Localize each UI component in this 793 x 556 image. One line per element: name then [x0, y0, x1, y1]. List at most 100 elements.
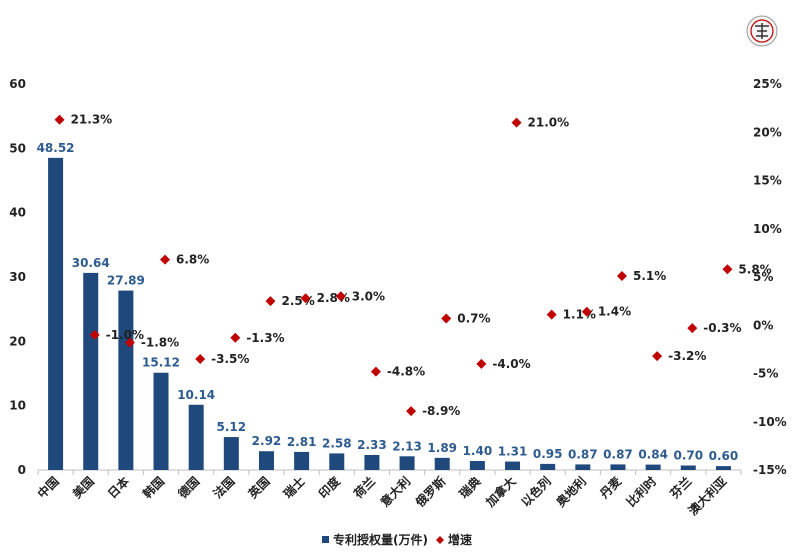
growth-value-label: 0.7% [457, 311, 490, 325]
growth-marker [265, 296, 276, 307]
growth-value-label: -3.2% [668, 349, 706, 363]
bar-value-label: 2.92 [252, 434, 282, 448]
growth-marker [230, 332, 241, 343]
bar-value-label: 0.87 [568, 447, 598, 461]
bars: 48.52 30.64 27.89 15.12 10.14 5.12 2.92 2.81 2.5… [37, 141, 739, 470]
bar [505, 461, 521, 470]
bar-value-label: 2.33 [357, 438, 387, 452]
y-left-tick-label: 20 [9, 334, 26, 348]
bar-value-label: 2.13 [392, 439, 422, 453]
growth-value-label: -1.0% [106, 328, 144, 342]
bar-value-label: 0.70 [673, 448, 703, 462]
growth-marker [722, 264, 733, 275]
x-category-label: 以色列 [518, 474, 554, 510]
bar [364, 455, 380, 470]
growth-value-label: -1.3% [246, 331, 284, 345]
bar [118, 290, 134, 470]
growth-marker [546, 309, 557, 320]
growth-value-label: 21.3% [71, 113, 113, 127]
growth-value-label: 5.1% [633, 269, 666, 283]
legend-label: 增速 [448, 532, 472, 547]
growth-markers: 21.3% -1.0%-1.8% 6.8% -3.5% -1.3% 2.5% 2.8% 3.0… [54, 113, 772, 418]
bar [469, 460, 485, 470]
bar [223, 437, 239, 470]
x-category-label: 奥地利 [553, 474, 589, 510]
bar [188, 404, 204, 470]
bar-value-label: 15.12 [142, 356, 180, 370]
y-left-tick-label: 30 [9, 270, 26, 284]
y-right-tick-label: -15% [753, 463, 787, 477]
bar [540, 463, 556, 470]
growth-marker [300, 293, 311, 304]
x-category-label: 瑞典 [456, 474, 484, 502]
growth-marker [441, 313, 452, 324]
y-left-tick-label: 0 [18, 463, 26, 477]
growth-value-label: -8.9% [422, 404, 460, 418]
growth-marker [160, 254, 171, 265]
y-right-tick-label: 0% [753, 318, 773, 332]
growth-marker [476, 358, 487, 369]
x-category-label: 印度 [315, 473, 343, 501]
watermark-logo-icon [746, 15, 778, 47]
bar [153, 372, 169, 470]
growth-marker [687, 323, 698, 334]
bar [48, 157, 64, 470]
growth-value-label: -0.3% [703, 321, 741, 335]
growth-value-label: 2.5% [281, 294, 314, 308]
bar [680, 465, 696, 470]
x-category-label: 美国 [69, 474, 97, 502]
growth-value-label: 5.8% [738, 262, 771, 276]
growth-marker [370, 366, 381, 377]
growth-marker [54, 114, 65, 125]
bar [399, 456, 415, 470]
legend: 专利授权量(万件) 增速 [322, 532, 472, 547]
growth-value-label: -4.8% [387, 365, 425, 379]
bar [434, 457, 450, 470]
x-category-label: 比利时 [623, 474, 659, 510]
y-right-tick-label: 5% [753, 270, 773, 284]
x-category-label: 英国 [245, 474, 273, 502]
growth-marker [195, 354, 206, 365]
y-left-tick-label: 10 [9, 399, 26, 413]
growth-marker [89, 329, 100, 340]
bar-value-label: 0.60 [709, 449, 739, 463]
bar [83, 272, 99, 470]
x-category-label: 瑞士 [280, 474, 308, 502]
x-category-label: 芬兰 [666, 474, 694, 502]
x-category-label: 法国 [210, 474, 238, 502]
bar [329, 453, 345, 470]
growth-marker [335, 291, 346, 302]
y-right-tick-label: 15% [753, 174, 782, 188]
growth-marker [581, 306, 592, 317]
bar-value-label: 2.81 [287, 435, 317, 449]
bar-value-label: 27.89 [107, 274, 145, 288]
growth-marker [616, 271, 627, 282]
growth-value-label: 1.1% [563, 308, 596, 322]
growth-value-label: -1.8% [141, 336, 179, 350]
growth-value-label: 3.0% [352, 289, 385, 303]
x-category-label: 日本 [104, 474, 132, 502]
growth-value-label: 21.0% [528, 116, 570, 130]
y-right-tick-label: 20% [753, 125, 782, 139]
x-category-label: 俄罗斯 [412, 474, 449, 511]
x-category-label: 德国 [175, 474, 203, 502]
growth-marker [652, 351, 663, 362]
x-category-label: 韩国 [140, 474, 168, 502]
growth-value-label: 2.8% [317, 291, 350, 305]
bar [610, 464, 626, 470]
bar-value-label: 1.31 [498, 445, 528, 459]
bar-value-label: 48.52 [37, 141, 75, 155]
growth-marker [511, 117, 522, 128]
bar [645, 464, 661, 470]
x-category-label: 加拿大 [482, 474, 519, 511]
legend-swatch-marker [436, 536, 444, 544]
y-left-tick-label: 50 [9, 141, 26, 155]
bar-value-label: 0.95 [533, 447, 563, 461]
x-category-label: 澳大利亚 [685, 474, 730, 519]
legend-swatch-bar [322, 536, 329, 543]
growth-marker [406, 406, 417, 417]
bar-value-label: 30.64 [72, 256, 110, 270]
bar [715, 466, 731, 470]
x-category-label: 丹麦 [597, 473, 625, 501]
